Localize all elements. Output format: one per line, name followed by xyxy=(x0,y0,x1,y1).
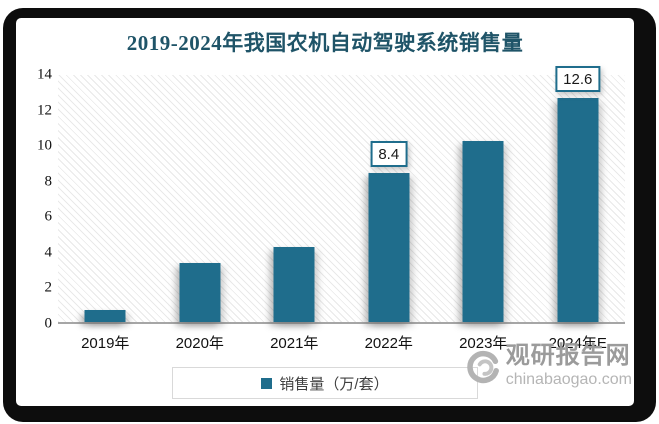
y-tick-label: 8 xyxy=(44,173,53,190)
x-axis-label: 2024年E xyxy=(548,335,607,352)
watermark-name: 观研报告网 xyxy=(505,342,631,369)
y-tick-label: 10 xyxy=(37,137,52,154)
y-tick-label: 14 xyxy=(37,66,52,83)
bar-2020年 xyxy=(179,263,221,322)
chart-canvas: 2019-2024年我国农机自动驾驶系统销售量 8.4 12.6 0 2 4 6 8 10 1… xyxy=(16,18,634,406)
bar-2021年 xyxy=(273,247,315,322)
watermark: 观研报告网 chinabaogao.com xyxy=(464,342,632,390)
watermark-domain: chinabaogao.com xyxy=(505,370,632,388)
bar-2023年 xyxy=(462,140,504,322)
y-tick-label: 2 xyxy=(44,279,53,296)
legend-box: 销售量（万/套） xyxy=(172,367,478,399)
bar-value-label: 12.6 xyxy=(555,65,601,92)
x-axis-label: 2019年 xyxy=(81,335,130,352)
picture-frame: 2019-2024年我国农机自动驾驶系统销售量 8.4 12.6 0 2 4 6 8 10 1… xyxy=(3,8,656,422)
x-axis-label: 2023年 xyxy=(459,335,508,352)
x-axis-label: 2022年 xyxy=(364,335,413,352)
x-axis-label: 2021年 xyxy=(270,335,319,352)
y-tick-label: 0 xyxy=(44,315,53,332)
x-axis-label: 2020年 xyxy=(175,335,224,352)
swirl-icon xyxy=(467,350,499,384)
bar-2019年 xyxy=(84,309,126,322)
legend-label: 销售量（万/套） xyxy=(279,375,389,393)
chart-title: 2019-2024年我国农机自动驾驶系统销售量 xyxy=(126,31,524,55)
y-tick-label: 12 xyxy=(37,102,52,119)
y-tick-label: 6 xyxy=(44,208,53,225)
bar-value-label: 8.4 xyxy=(370,140,408,167)
plot-area: 8.4 12.6 xyxy=(58,65,625,324)
legend-swatch xyxy=(261,377,273,389)
y-tick-label: 4 xyxy=(44,244,53,261)
bar-2024年E xyxy=(557,97,599,322)
bar-2022年 xyxy=(368,172,410,322)
